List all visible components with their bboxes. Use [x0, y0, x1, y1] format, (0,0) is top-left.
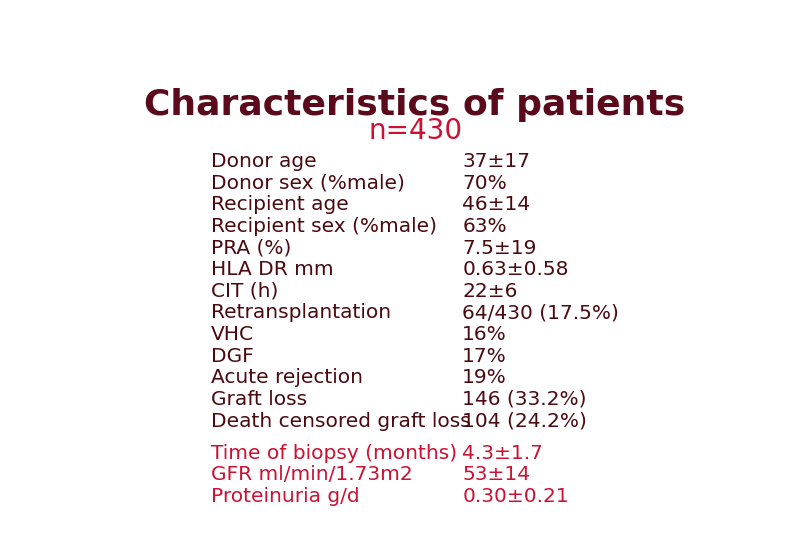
- Text: PRA (%): PRA (%): [211, 239, 292, 258]
- Text: 19%: 19%: [463, 368, 507, 387]
- Text: 0.63±0.58: 0.63±0.58: [463, 260, 569, 279]
- Text: 104 (24.2%): 104 (24.2%): [463, 411, 587, 430]
- Text: Graft loss: Graft loss: [211, 390, 307, 409]
- Text: 63%: 63%: [463, 217, 507, 236]
- Text: 16%: 16%: [463, 325, 507, 344]
- Text: Recipient age: Recipient age: [211, 195, 349, 214]
- Text: 22±6: 22±6: [463, 282, 518, 301]
- Text: Time of biopsy (months): Time of biopsy (months): [211, 443, 457, 463]
- Text: Donor sex (%male): Donor sex (%male): [211, 174, 405, 193]
- Text: 7.5±19: 7.5±19: [463, 239, 536, 258]
- Text: HLA DR mm: HLA DR mm: [211, 260, 334, 279]
- Text: Donor age: Donor age: [211, 152, 317, 171]
- Text: Recipient sex (%male): Recipient sex (%male): [211, 217, 437, 236]
- Text: VHC: VHC: [211, 325, 254, 344]
- Text: Proteinuria g/d: Proteinuria g/d: [211, 487, 360, 506]
- Text: 17%: 17%: [463, 347, 507, 366]
- Text: 64/430 (17.5%): 64/430 (17.5%): [463, 303, 619, 322]
- Text: 146 (33.2%): 146 (33.2%): [463, 390, 586, 409]
- Text: CIT (h): CIT (h): [211, 282, 279, 301]
- Text: 37±17: 37±17: [463, 152, 531, 171]
- Text: DGF: DGF: [211, 347, 254, 366]
- Text: Acute rejection: Acute rejection: [211, 368, 363, 387]
- Text: Death censored graft loss: Death censored graft loss: [211, 411, 471, 430]
- Text: 4.3±1.7: 4.3±1.7: [463, 443, 543, 463]
- Text: GFR ml/min/1.73m2: GFR ml/min/1.73m2: [211, 465, 413, 484]
- Text: 53±14: 53±14: [463, 465, 531, 484]
- Text: 46±14: 46±14: [463, 195, 531, 214]
- Text: Characteristics of patients: Characteristics of patients: [144, 87, 686, 122]
- Text: Retransplantation: Retransplantation: [211, 303, 391, 322]
- Text: 70%: 70%: [463, 174, 507, 193]
- Text: n=430: n=430: [368, 117, 463, 145]
- Text: 0.30±0.21: 0.30±0.21: [463, 487, 569, 506]
